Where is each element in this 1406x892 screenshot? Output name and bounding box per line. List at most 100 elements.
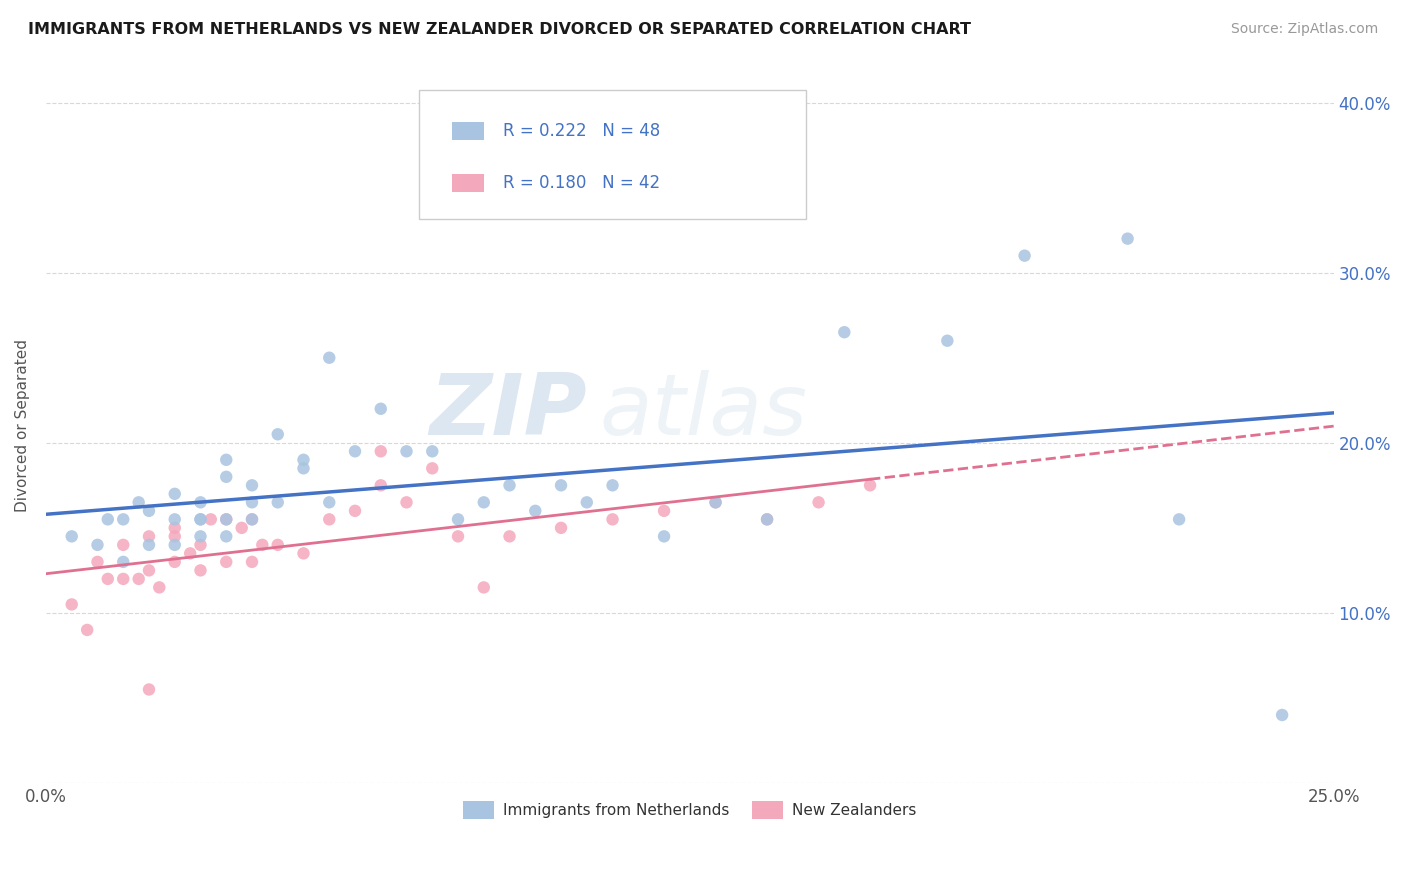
Point bbox=[179, 546, 201, 560]
Point bbox=[190, 512, 212, 526]
Point bbox=[267, 427, 290, 442]
Text: Source: ZipAtlas.com: Source: ZipAtlas.com bbox=[1230, 22, 1378, 37]
Point bbox=[395, 444, 418, 458]
Point bbox=[756, 512, 779, 526]
FancyBboxPatch shape bbox=[451, 174, 484, 192]
Point bbox=[704, 495, 727, 509]
Point bbox=[550, 521, 572, 535]
Point bbox=[575, 495, 598, 509]
Point bbox=[420, 461, 443, 475]
Point bbox=[318, 495, 340, 509]
Point bbox=[163, 529, 186, 543]
Point bbox=[138, 529, 160, 543]
Point bbox=[498, 478, 520, 492]
Point bbox=[112, 538, 135, 552]
Point bbox=[292, 452, 315, 467]
Point bbox=[128, 495, 150, 509]
Point bbox=[472, 495, 495, 509]
Point bbox=[138, 538, 160, 552]
Point bbox=[252, 538, 274, 552]
Point bbox=[215, 555, 238, 569]
Point bbox=[97, 572, 120, 586]
Point bbox=[76, 623, 98, 637]
Point bbox=[472, 581, 495, 595]
Point bbox=[163, 521, 186, 535]
Point bbox=[318, 512, 340, 526]
Point bbox=[163, 538, 186, 552]
Point bbox=[318, 351, 340, 365]
Point bbox=[138, 504, 160, 518]
Point bbox=[343, 504, 366, 518]
Point bbox=[112, 555, 135, 569]
Point bbox=[1271, 708, 1294, 723]
Point bbox=[163, 512, 186, 526]
Point bbox=[112, 512, 135, 526]
Point bbox=[395, 495, 418, 509]
Text: ZIP: ZIP bbox=[429, 370, 586, 453]
FancyBboxPatch shape bbox=[419, 90, 806, 219]
Point bbox=[190, 563, 212, 577]
Point bbox=[1168, 512, 1191, 526]
Point bbox=[60, 529, 83, 543]
Point bbox=[602, 478, 624, 492]
Point bbox=[652, 504, 675, 518]
Point bbox=[343, 444, 366, 458]
Point bbox=[190, 495, 212, 509]
Point bbox=[807, 495, 830, 509]
Point bbox=[200, 512, 222, 526]
Point bbox=[447, 512, 470, 526]
Point bbox=[190, 512, 212, 526]
Point bbox=[215, 512, 238, 526]
Point bbox=[215, 529, 238, 543]
FancyBboxPatch shape bbox=[451, 122, 484, 140]
Point bbox=[215, 470, 238, 484]
Point bbox=[190, 538, 212, 552]
Point bbox=[936, 334, 959, 348]
Point bbox=[138, 682, 160, 697]
Point bbox=[550, 478, 572, 492]
Point bbox=[60, 598, 83, 612]
Point bbox=[370, 401, 392, 416]
Point bbox=[231, 521, 253, 535]
Point bbox=[240, 512, 263, 526]
Text: atlas: atlas bbox=[600, 370, 807, 453]
Point bbox=[163, 555, 186, 569]
Point bbox=[756, 512, 779, 526]
Point bbox=[704, 495, 727, 509]
Text: IMMIGRANTS FROM NETHERLANDS VS NEW ZEALANDER DIVORCED OR SEPARATED CORRELATION C: IMMIGRANTS FROM NETHERLANDS VS NEW ZEALA… bbox=[28, 22, 972, 37]
Point bbox=[148, 581, 170, 595]
Point bbox=[1116, 232, 1139, 246]
Text: R = 0.222   N = 48: R = 0.222 N = 48 bbox=[503, 122, 661, 140]
Point bbox=[86, 555, 108, 569]
Point bbox=[190, 529, 212, 543]
Point bbox=[240, 512, 263, 526]
Point bbox=[240, 478, 263, 492]
Point bbox=[292, 461, 315, 475]
Point bbox=[215, 452, 238, 467]
Point bbox=[420, 444, 443, 458]
Point bbox=[267, 495, 290, 509]
Text: R = 0.180   N = 42: R = 0.180 N = 42 bbox=[503, 174, 661, 192]
Point bbox=[215, 512, 238, 526]
Point bbox=[1014, 249, 1036, 263]
Y-axis label: Divorced or Separated: Divorced or Separated bbox=[15, 339, 30, 512]
Point bbox=[498, 529, 520, 543]
Point bbox=[524, 504, 547, 518]
Point bbox=[859, 478, 882, 492]
Point bbox=[112, 572, 135, 586]
Point bbox=[97, 512, 120, 526]
Point bbox=[834, 325, 856, 339]
Point bbox=[370, 444, 392, 458]
Point bbox=[370, 478, 392, 492]
Point bbox=[267, 538, 290, 552]
Point bbox=[128, 572, 150, 586]
Point bbox=[292, 546, 315, 560]
Point bbox=[138, 563, 160, 577]
Point bbox=[602, 512, 624, 526]
Point bbox=[240, 495, 263, 509]
Point bbox=[447, 529, 470, 543]
Point bbox=[163, 487, 186, 501]
Legend: Immigrants from Netherlands, New Zealanders: Immigrants from Netherlands, New Zealand… bbox=[457, 795, 922, 825]
Point bbox=[652, 529, 675, 543]
Point bbox=[86, 538, 108, 552]
